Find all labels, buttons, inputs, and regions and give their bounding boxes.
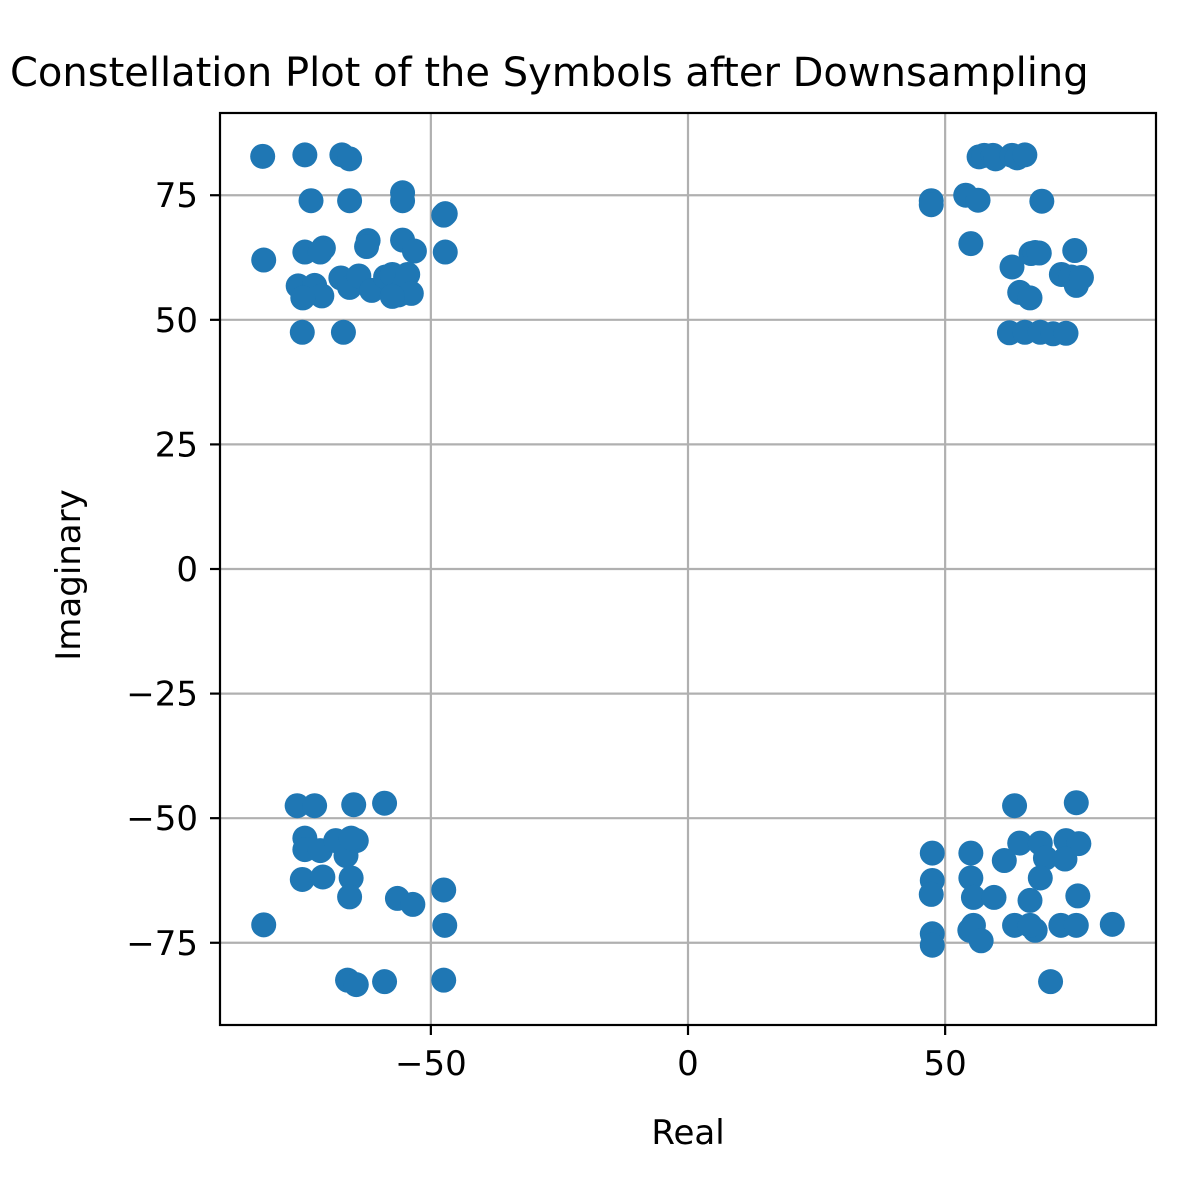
scatter-point [1017,285,1043,311]
scatter-point [338,825,364,851]
x-tick-label: −50 [395,1044,467,1084]
scatter-point [309,283,335,309]
scatter-point [965,187,991,213]
scatter-point [341,792,367,818]
scatter-point [1029,188,1055,214]
x-axis-label: Real [651,1113,724,1153]
chart-title: Constellation Plot of the Symbols after … [10,50,1089,96]
scatter-point [310,864,336,890]
scatter-point [338,865,364,891]
scatter-point [1062,238,1088,264]
scatter-point [958,865,984,891]
scatter-point [919,932,945,958]
scatter-point [379,283,405,309]
scatter-point [432,912,458,938]
y-tick-label: 75 [155,176,198,216]
y-tick-label: −50 [126,799,198,839]
x-tick-label: 50 [924,1044,967,1084]
scatter-point [918,881,944,907]
scatter-point [958,840,984,866]
scatter-point [1068,264,1094,290]
scatter-point [337,188,363,214]
y-tick-label: −75 [126,924,198,964]
scatter-point [431,202,457,228]
scatter-point [292,142,318,168]
scatter-point [307,239,333,265]
scatter-point [298,188,324,214]
scatter-point [400,891,426,917]
scatter-point [1065,883,1091,909]
scatter-point [1027,865,1053,891]
scatter-point [289,319,315,345]
scatter-point [372,790,398,816]
ticks: −50 0 50 −75 −50 −25 0 25 50 75 [126,176,967,1084]
scatter-point [1002,793,1028,819]
y-tick-label: 50 [155,301,198,341]
scatter-point [981,884,1007,910]
scatter-point [330,319,356,345]
scatter-point [958,231,984,257]
scatter-point [1053,320,1079,346]
grid [220,113,1156,1025]
scatter-point [1052,846,1078,872]
scatter-point [968,928,994,954]
scatter-point [251,247,277,273]
scatter-point [1012,142,1038,168]
scatter-point [337,884,363,910]
scatter-point [1007,830,1033,856]
scatter-point [290,285,316,311]
scatter-point [354,234,380,260]
scatter-point [1017,912,1043,938]
scatter-point [1063,912,1089,938]
scatter-point [431,877,457,903]
y-axis-label: Imaginary [49,489,89,661]
scatter-point [395,261,421,287]
scatter-point [390,188,416,214]
scatter-point [1017,887,1043,913]
scatter-point [918,192,944,218]
scatter-point [302,793,328,819]
y-tick-label: 25 [155,425,198,465]
scatter-point [398,280,424,306]
scatter-point [432,239,458,265]
scatter-point [343,972,369,998]
scatter-point [1038,969,1064,995]
scatter-point [1063,790,1089,816]
scatter-point [431,967,457,993]
data-points [250,142,1125,998]
scatter-point [1099,911,1125,937]
y-tick-label: 0 [176,550,198,590]
scatter-point [289,866,315,892]
scatter-point [999,254,1025,280]
x-tick-label: 0 [677,1044,699,1084]
scatter-point [401,238,427,264]
y-tick-label: −25 [126,675,198,715]
scatter-point [337,146,363,172]
scatter-point [250,143,276,169]
scatter-point [1026,240,1052,266]
scatter-point [372,969,398,995]
scatter-point [991,848,1017,874]
scatter-point [960,884,986,910]
scatter-point [1032,845,1058,871]
scatter-point [284,793,310,819]
scatter-point [251,912,277,938]
scatter-point [919,840,945,866]
